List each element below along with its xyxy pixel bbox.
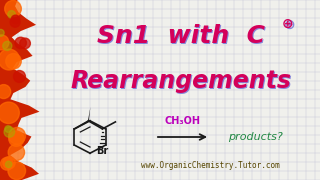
Circle shape bbox=[5, 0, 21, 17]
Circle shape bbox=[8, 162, 26, 180]
Text: ⊕: ⊕ bbox=[284, 18, 295, 32]
Text: products?: products? bbox=[228, 132, 282, 142]
Circle shape bbox=[15, 37, 26, 49]
Circle shape bbox=[3, 157, 15, 169]
Circle shape bbox=[5, 126, 12, 132]
Polygon shape bbox=[0, 0, 39, 180]
Circle shape bbox=[6, 53, 21, 69]
Circle shape bbox=[0, 85, 11, 98]
Circle shape bbox=[8, 144, 25, 161]
Circle shape bbox=[10, 17, 20, 27]
Circle shape bbox=[11, 15, 20, 24]
Circle shape bbox=[4, 127, 15, 137]
Circle shape bbox=[9, 131, 24, 146]
Circle shape bbox=[0, 35, 9, 50]
Text: Br: Br bbox=[96, 146, 108, 156]
Text: www.OrganicChemistry.Tutor.com: www.OrganicChemistry.Tutor.com bbox=[140, 161, 279, 170]
Circle shape bbox=[0, 49, 20, 70]
Circle shape bbox=[5, 161, 12, 168]
Circle shape bbox=[1, 158, 13, 170]
Text: Rearrangements: Rearrangements bbox=[72, 71, 293, 94]
Circle shape bbox=[9, 127, 26, 144]
Circle shape bbox=[0, 29, 4, 36]
Circle shape bbox=[8, 11, 15, 18]
Circle shape bbox=[3, 41, 12, 50]
Text: Sn1  with  C: Sn1 with C bbox=[97, 24, 265, 48]
Text: Rearrangements: Rearrangements bbox=[70, 69, 291, 93]
Circle shape bbox=[20, 38, 30, 49]
Text: CH₃OH: CH₃OH bbox=[164, 116, 201, 126]
Circle shape bbox=[0, 102, 19, 123]
Text: Sn1  with  C: Sn1 with C bbox=[98, 26, 266, 50]
Circle shape bbox=[13, 71, 25, 82]
Polygon shape bbox=[88, 107, 91, 121]
Text: ⊕: ⊕ bbox=[282, 16, 294, 30]
